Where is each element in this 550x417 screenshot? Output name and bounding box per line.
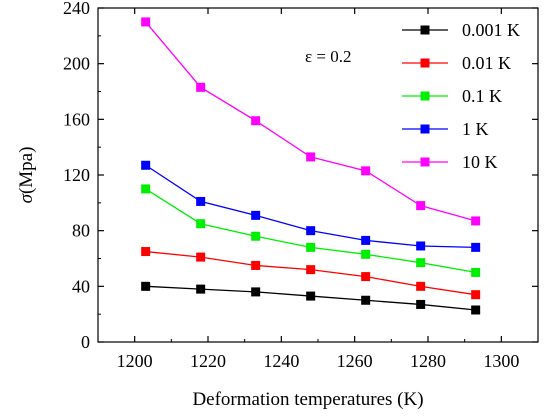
data-point xyxy=(141,17,151,27)
y-axis-label: σ(Mpa) xyxy=(16,147,37,204)
x-axis-label: Deformation temperatures (K) xyxy=(192,389,423,410)
legend-label: 0.1 K xyxy=(462,86,502,106)
data-point xyxy=(251,260,261,270)
data-point xyxy=(251,116,261,126)
data-point xyxy=(416,258,426,268)
data-point xyxy=(416,241,426,251)
data-point xyxy=(471,290,481,300)
data-point xyxy=(196,82,206,92)
legend-marker xyxy=(420,58,430,68)
x-tick-label: 1300 xyxy=(483,351,519,371)
y-tick-label: 0 xyxy=(81,332,90,352)
data-point xyxy=(471,305,481,315)
data-point xyxy=(361,166,371,176)
data-point xyxy=(251,287,261,297)
series-4 xyxy=(141,17,481,226)
series-2 xyxy=(141,184,481,277)
data-point xyxy=(471,242,481,252)
sigma-symbol: σ xyxy=(16,193,37,203)
data-point xyxy=(141,247,151,257)
data-point xyxy=(306,226,316,236)
data-point xyxy=(416,299,426,309)
y-tick-label: 160 xyxy=(63,109,90,129)
data-point xyxy=(361,295,371,305)
series-3 xyxy=(141,160,481,252)
data-point xyxy=(416,281,426,291)
legend-label: 0.01 K xyxy=(462,53,511,73)
legend-label: 1 K xyxy=(462,119,489,139)
x-tick-label: 1240 xyxy=(263,351,299,371)
data-point xyxy=(196,196,206,206)
data-point xyxy=(251,210,261,220)
y-tick-labels: 0 40 80 120 160 200 240 xyxy=(63,0,90,352)
strain-annotation: ε = 0.2 xyxy=(305,47,351,66)
legend-marker xyxy=(420,124,430,134)
y-axis-unit: (Mpa) xyxy=(16,147,37,194)
series-0 xyxy=(141,281,481,315)
data-point xyxy=(306,265,316,275)
data-point xyxy=(361,235,371,245)
data-point xyxy=(361,249,371,259)
data-point xyxy=(306,152,316,162)
data-point xyxy=(141,184,151,194)
legend-marker xyxy=(420,91,430,101)
data-point xyxy=(471,267,481,277)
data-point xyxy=(251,231,261,241)
data-point xyxy=(196,252,206,262)
data-point xyxy=(306,291,316,301)
legend-label: 10 K xyxy=(462,152,498,172)
y-tick-label: 40 xyxy=(72,276,90,296)
series-1 xyxy=(141,247,481,300)
series-layer xyxy=(141,17,481,315)
data-point xyxy=(141,160,151,170)
y-tick-label: 200 xyxy=(63,54,90,74)
y-tick-label: 120 xyxy=(63,165,90,185)
axis-ticks xyxy=(98,7,538,343)
legend: 0.001 K 0.01 K 0.1 K 1 K 10 K xyxy=(402,20,520,172)
data-point xyxy=(361,272,371,282)
y-tick-label: 240 xyxy=(63,0,90,18)
data-point xyxy=(196,284,206,294)
data-point xyxy=(141,281,151,291)
data-point xyxy=(306,242,316,252)
y-tick-label: 80 xyxy=(72,221,90,241)
data-point xyxy=(416,201,426,211)
legend-marker xyxy=(420,25,430,35)
data-point xyxy=(471,216,481,226)
x-tick-labels: 1200 1220 1240 1260 1280 1300 xyxy=(117,351,520,371)
legend-label: 0.001 K xyxy=(462,20,520,40)
data-point xyxy=(196,219,206,229)
x-tick-label: 1200 xyxy=(117,351,153,371)
x-tick-label: 1260 xyxy=(337,351,373,371)
x-tick-label: 1220 xyxy=(190,351,226,371)
x-tick-label: 1280 xyxy=(410,351,446,371)
legend-marker xyxy=(420,157,430,167)
